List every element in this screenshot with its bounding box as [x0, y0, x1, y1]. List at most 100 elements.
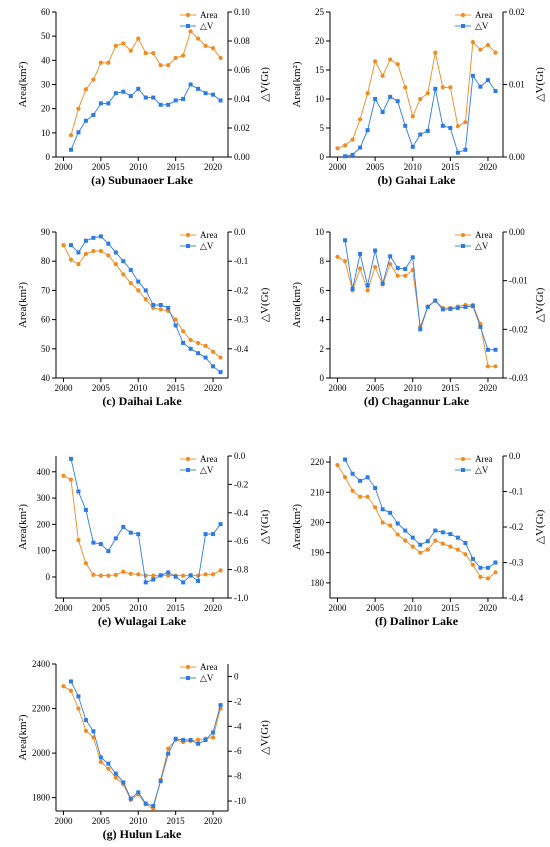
- y-axis-label-right: △V(Gt): [534, 509, 546, 544]
- x-tick-label: 2015: [441, 162, 460, 172]
- area-point: [365, 494, 370, 499]
- dv-point: [136, 790, 141, 795]
- area-point: [357, 266, 363, 271]
- dv-point: [350, 286, 355, 291]
- area-point: [350, 488, 355, 493]
- legend-dv-label: △V: [475, 241, 489, 251]
- dv-series-line: [70, 458, 221, 584]
- dv-point: [106, 761, 111, 766]
- x-tick-label: 2005: [92, 383, 111, 393]
- dv-point: [121, 89, 126, 94]
- dv-point: [68, 456, 73, 461]
- chart-panel-a: 2000 2005 2010 2015 2020 0 10 20 30 40 50 60 0.00 0.0…: [17, 7, 271, 187]
- area-point: [395, 532, 400, 537]
- area-point: [166, 63, 171, 68]
- dv-series-line: [344, 74, 496, 157]
- area-point: [203, 343, 208, 348]
- dv-point: [425, 539, 430, 544]
- area-point: [365, 91, 370, 96]
- x-tick-label: 2015: [167, 816, 186, 826]
- area-point: [188, 29, 193, 34]
- area-point: [493, 50, 498, 55]
- area-point: [98, 248, 103, 254]
- area-point: [448, 544, 453, 549]
- legend-area-marker: [185, 664, 191, 670]
- legend-area-marker: [460, 232, 466, 238]
- area-point: [455, 547, 460, 552]
- legend-dv-label: △V: [200, 241, 214, 251]
- y-tick-label-right: -0.6: [234, 536, 249, 546]
- legend: Area△V: [455, 10, 493, 31]
- area-point: [181, 53, 186, 58]
- dv-point: [203, 737, 208, 742]
- dv-point: [478, 84, 483, 89]
- dv-point: [218, 703, 223, 708]
- dv-point: [380, 281, 385, 286]
- y-tick-label-left: 15: [315, 65, 325, 75]
- area-point: [203, 43, 208, 48]
- dv-point: [380, 110, 385, 115]
- x-tick-label: 2005: [366, 603, 385, 613]
- dv-point: [113, 91, 118, 96]
- dv-point: [98, 101, 103, 106]
- dv-point: [485, 347, 490, 352]
- y-tick-label-left: 2400: [32, 659, 51, 669]
- area-point: [181, 573, 186, 578]
- area-point: [136, 572, 141, 577]
- y-axis-label-right: △V(Gt): [259, 509, 271, 544]
- dv-point: [91, 235, 96, 240]
- x-tick-label: 2010: [404, 603, 423, 613]
- dv-point: [425, 304, 430, 309]
- y-tick-label-right: -0.4: [234, 508, 249, 518]
- dv-point: [151, 577, 156, 582]
- dv-point: [485, 78, 490, 83]
- dv-point: [128, 796, 133, 801]
- y-tick-label-left: 10: [315, 94, 325, 104]
- dv-point: [358, 251, 363, 256]
- area-point: [151, 573, 156, 578]
- dv-point: [113, 771, 118, 776]
- area-point: [335, 146, 340, 151]
- dv-point: [196, 741, 201, 746]
- y-tick-label-left: 400: [37, 467, 51, 477]
- x-tick-label: 2020: [204, 603, 223, 613]
- area-point: [76, 706, 81, 711]
- dv-point: [196, 578, 201, 583]
- dv-point: [143, 288, 148, 293]
- legend-dv-marker: [186, 468, 190, 472]
- dv-point: [136, 86, 141, 91]
- dv-point: [113, 250, 118, 255]
- y-tick-label-right: 0.0: [509, 451, 521, 461]
- dv-point: [166, 102, 171, 107]
- area-point: [433, 50, 438, 55]
- dv-point: [440, 123, 445, 128]
- area-point: [440, 85, 445, 90]
- area-point: [136, 288, 141, 293]
- y-tick-label-right: -0.01: [509, 276, 528, 286]
- dv-point: [68, 243, 73, 248]
- dv-point: [380, 507, 385, 512]
- area-point: [373, 505, 378, 510]
- chart-caption: (b) Gahai Lake: [377, 173, 456, 187]
- legend: Area△V: [180, 454, 218, 475]
- legend-dv-label: △V: [200, 673, 214, 683]
- area-point: [106, 253, 111, 258]
- x-tick-label: 2020: [204, 816, 223, 826]
- chart-panel-d: 2000 2005 2010 2015 2020 0 2 4 6 8 10 -0.03 -0.02 -0.…: [291, 227, 546, 408]
- dv-point: [143, 801, 148, 806]
- area-point: [335, 254, 340, 259]
- dv-point: [218, 522, 223, 527]
- dv-point: [151, 303, 156, 307]
- dv-point: [211, 532, 216, 537]
- area-point: [403, 85, 408, 90]
- y-tick-label-right: -2: [234, 696, 242, 706]
- dv-point: [403, 266, 408, 271]
- y-axis-label-left: Area(km²): [291, 61, 303, 107]
- dv-point: [485, 565, 490, 570]
- dv-point: [128, 94, 133, 99]
- legend-dv-label: △V: [200, 21, 214, 31]
- dv-point: [448, 532, 453, 537]
- area-point: [373, 59, 378, 64]
- area-series-line: [337, 256, 496, 367]
- dv-point: [158, 102, 163, 107]
